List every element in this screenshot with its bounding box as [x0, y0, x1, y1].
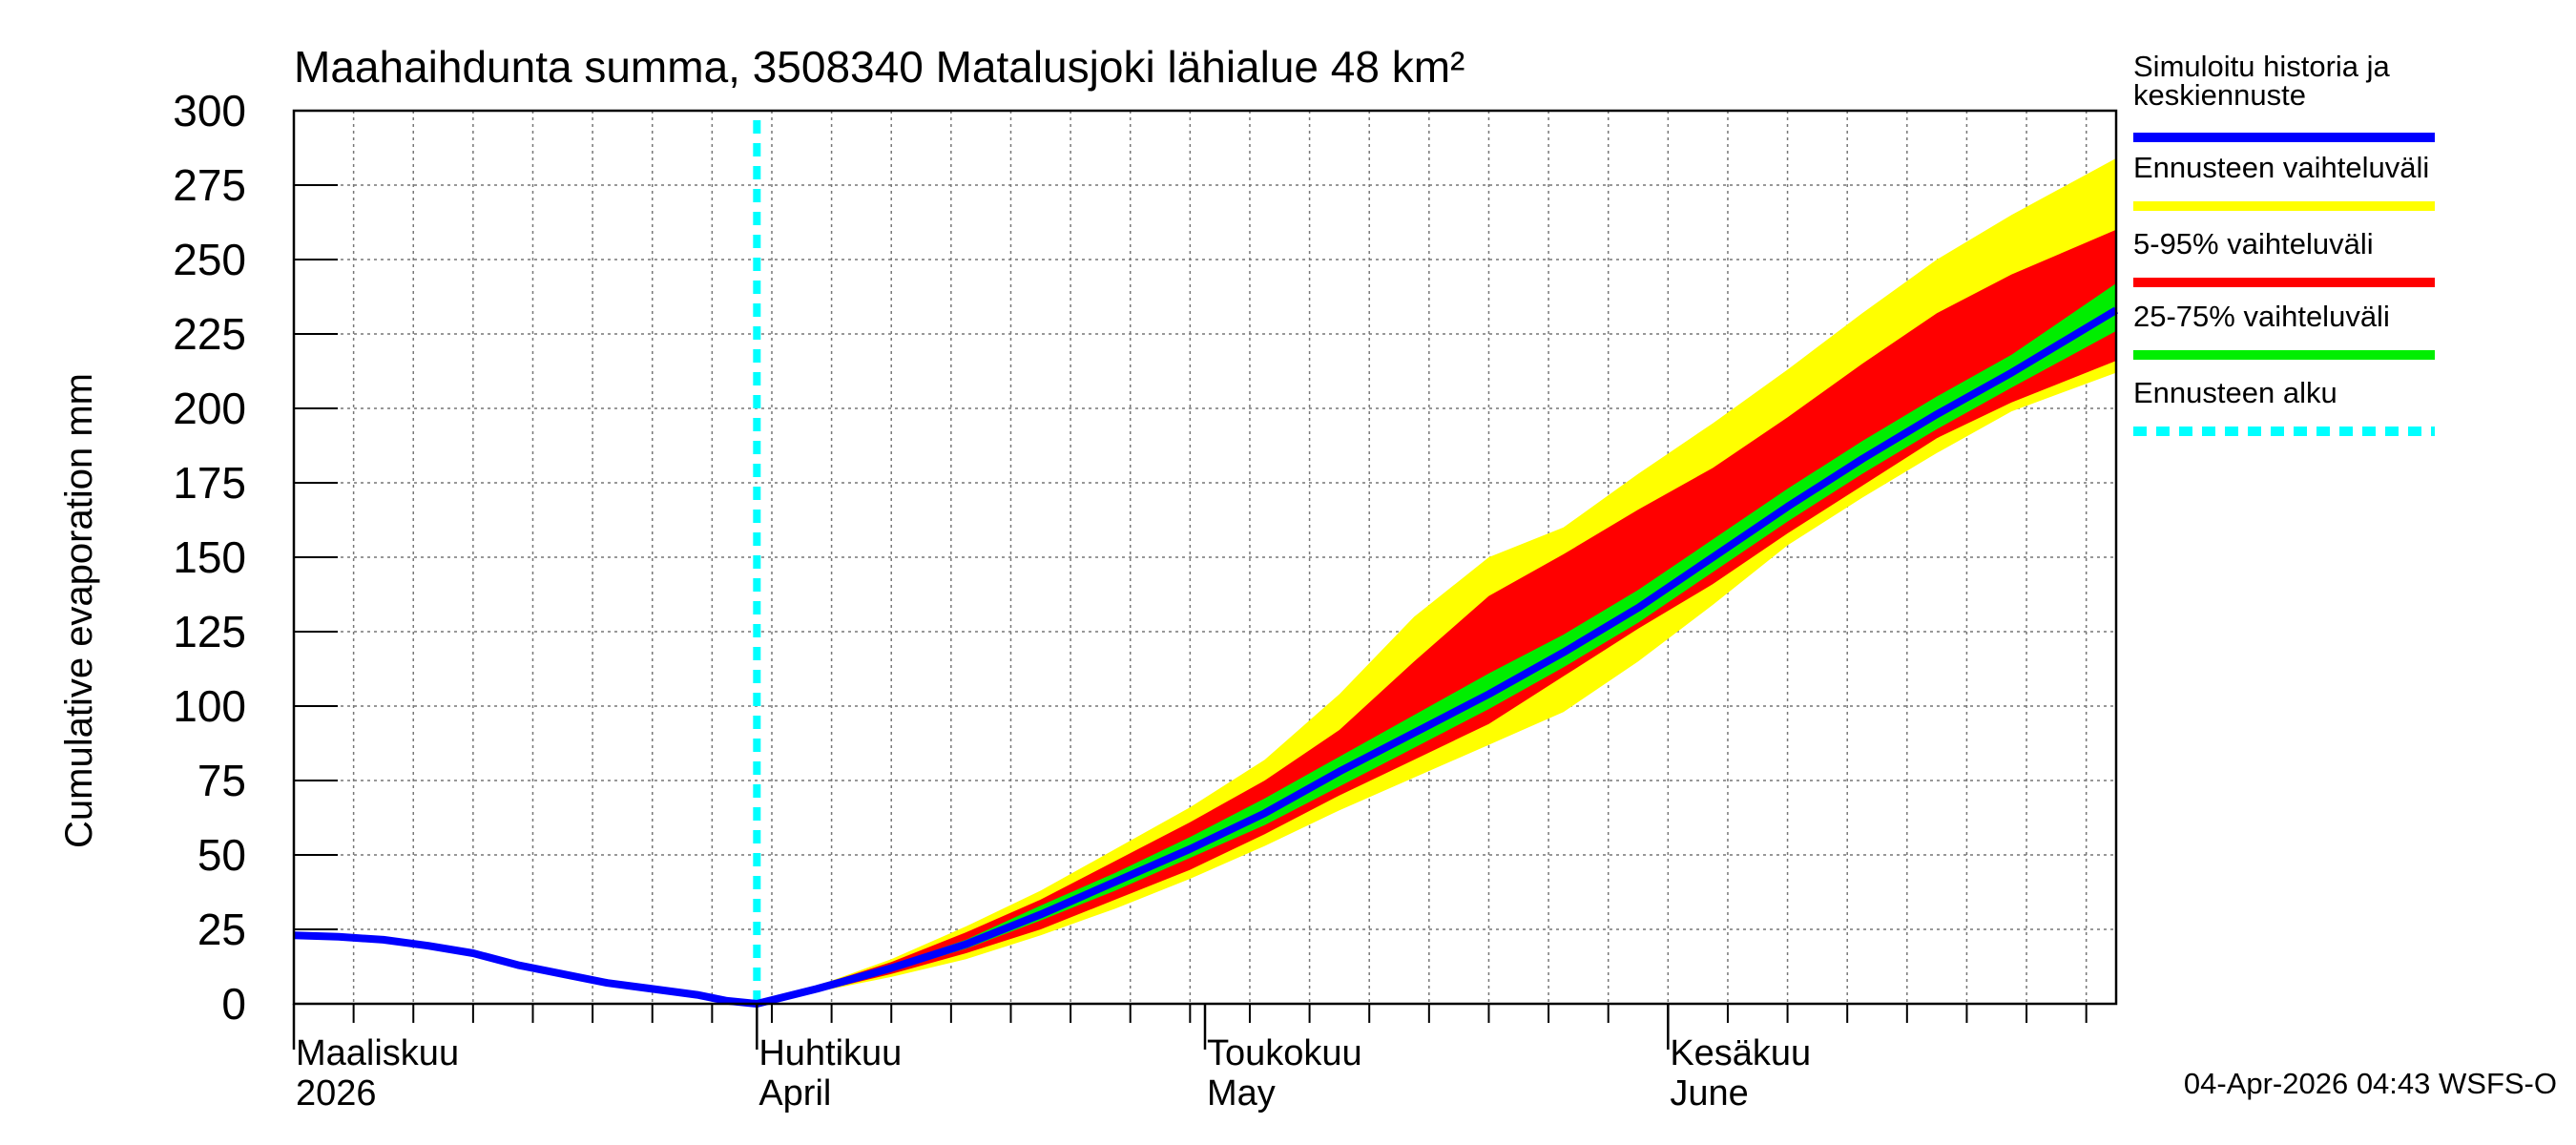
legend-label: 5-95% vaihteluväli — [2133, 227, 2374, 260]
y-axis-label: Cumulative evaporation mm — [58, 373, 100, 848]
y-tick-label: 0 — [221, 979, 246, 1029]
series-lines — [293, 120, 2119, 1008]
y-tick-label: 150 — [173, 532, 246, 582]
month-label-sub: 2026 — [296, 1073, 377, 1114]
month-label: Huhtikuu — [758, 1033, 902, 1073]
month-label: Kesäkuu — [1670, 1033, 1811, 1073]
month-label-sub: May — [1207, 1073, 1276, 1114]
y-tick-label: 175 — [173, 458, 246, 508]
y-tick-label: 50 — [197, 830, 246, 880]
y-tick-label: 250 — [173, 235, 246, 284]
legend-label: Ennusteen alku — [2133, 376, 2337, 409]
chart-title: Maahaihdunta summa, 3508340 Matalusjoki … — [294, 42, 1465, 92]
month-label: Toukokuu — [1207, 1033, 1362, 1073]
month-label-sub: April — [758, 1073, 831, 1114]
y-tick-label: 125 — [173, 607, 246, 656]
legend-label: 25-75% vaihteluväli — [2133, 300, 2390, 333]
legend-label: Ennusteen vaihteluväli — [2133, 151, 2429, 184]
month-label-sub: June — [1670, 1073, 1748, 1114]
median-line — [293, 306, 2119, 1008]
band-ennusteen-vaihteluv-li — [757, 157, 2116, 1004]
legend-label: Simuloitu historia ja — [2133, 50, 2391, 83]
y-tick-label: 225 — [173, 309, 246, 359]
legend-label-line2: keskiennuste — [2133, 78, 2306, 112]
band-5-95-vaihteluv-li — [757, 229, 2116, 1005]
grid — [293, 111, 2116, 1004]
y-tick-label: 100 — [173, 681, 246, 731]
plot-frame — [292, 109, 2118, 1006]
y-tick-label: 200 — [173, 384, 246, 433]
axes: 0 25 50 75 100 125 150 175 200 225 250 275 300 Maalis… — [173, 86, 2118, 1114]
forecast-bands — [757, 157, 2116, 1005]
month-label: Maaliskuu — [296, 1033, 459, 1073]
y-tick-label: 25 — [197, 905, 246, 954]
y-tick-label: 75 — [197, 756, 246, 805]
y-tick-label: 275 — [173, 160, 246, 210]
y-tick-label: 300 — [173, 86, 246, 135]
footer-timestamp: 04-Apr-2026 04:43 WSFS-O — [2184, 1067, 2557, 1100]
